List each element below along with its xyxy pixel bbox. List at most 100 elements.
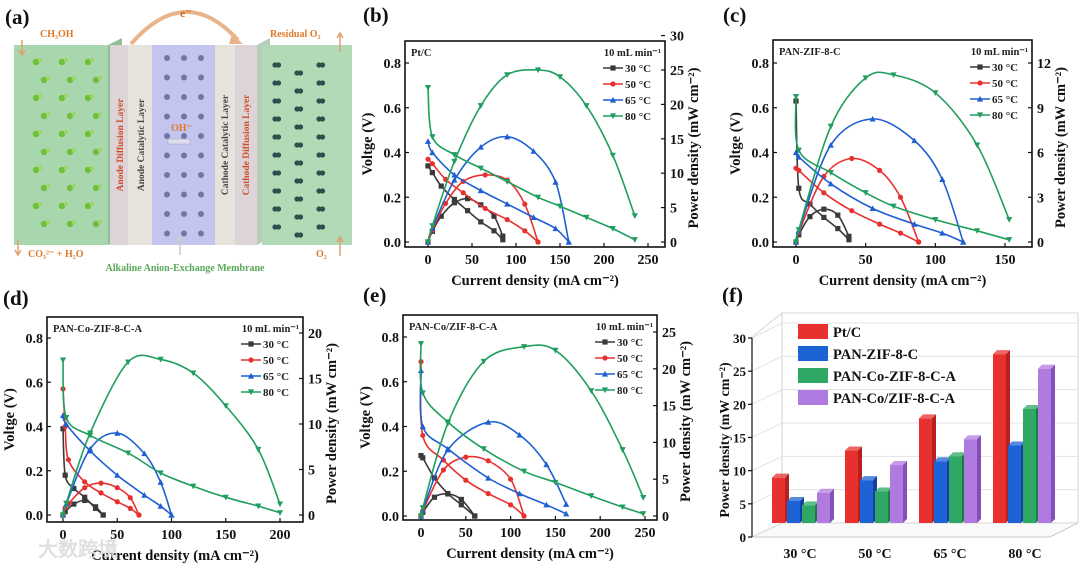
methanol-molecule-icon [92, 148, 100, 156]
y-tick-label: 0 [740, 530, 747, 545]
power-point [520, 344, 528, 350]
power-point [543, 461, 550, 468]
methanol-molecule-icon [58, 94, 66, 102]
y2-tick-label: 10 [662, 436, 676, 451]
y-tick-label: 0.6 [382, 376, 400, 391]
y-tick-label: 0.8 [26, 332, 44, 347]
power-point [890, 72, 897, 79]
flow-rate-label: 10 mL min⁻¹ [971, 47, 1028, 58]
power-point [451, 176, 458, 183]
power-point [862, 75, 869, 82]
products-label: CO₃²⁻ + H₂O [28, 249, 84, 260]
y2-tick-label: 5 [662, 473, 669, 488]
power-point [932, 90, 939, 96]
inlet-arrow-icon [336, 235, 344, 256]
voltage-point [500, 237, 506, 243]
power-point [480, 358, 487, 365]
power-curve [419, 344, 644, 519]
power-point [916, 239, 922, 245]
power-point [869, 115, 876, 122]
power-point [530, 148, 537, 154]
y2-axis-label: Power density (mW cm⁻²) [1053, 67, 1069, 228]
y-tick-label: 0.0 [26, 509, 44, 524]
hydroxide-molecule-icon [181, 211, 187, 217]
voltage-point [631, 237, 638, 243]
voltage-point [82, 494, 88, 500]
methanol-molecule-icon [89, 165, 95, 171]
voltage-curve [794, 96, 1010, 241]
power-point [563, 501, 570, 507]
y2-tick-label: 0 [308, 509, 315, 524]
methanol-molecule-icon [84, 94, 92, 102]
bar [772, 477, 785, 523]
y-axis-label: Voltge (V) [2, 388, 18, 451]
power-point [631, 213, 638, 219]
y-tick-label: 0.4 [752, 147, 770, 162]
oxygen-molecule-icon [275, 98, 282, 104]
voltage-point [463, 477, 469, 483]
voltage-point [556, 203, 564, 210]
bar [787, 500, 800, 523]
power-point [521, 513, 527, 519]
anode-catalytic-layer [128, 45, 152, 245]
voltage-curve [419, 361, 525, 517]
voltage-point [420, 455, 426, 461]
voltage-point [821, 214, 827, 220]
power-point [444, 446, 451, 453]
voltage-point [477, 165, 484, 172]
power-point [444, 420, 451, 427]
legend-swatch [798, 346, 828, 361]
oxygen-molecule-icon [319, 98, 326, 104]
legend-marker-icon [248, 341, 254, 347]
x-tick-label: 50 °C [858, 547, 891, 562]
voltage-point [63, 415, 70, 421]
power-point [846, 233, 852, 239]
power-point [640, 495, 647, 501]
power-point [463, 454, 469, 460]
oxygen-molecule-icon [275, 224, 282, 230]
power-point [609, 152, 616, 159]
x-tick-label: 50 [459, 526, 473, 541]
y2-tick-label: 25 [670, 64, 684, 79]
y-axis-label: Voltge (V) [728, 112, 744, 175]
oxygen-molecule-icon [319, 206, 326, 212]
oxygen-molecule-icon [297, 142, 304, 148]
anode-diffusion-layer [110, 45, 128, 245]
methanol-molecule-icon [32, 58, 40, 66]
plot-frame [46, 316, 304, 523]
power-point [98, 480, 104, 486]
y-tick-label: 0.4 [26, 421, 44, 436]
floor [751, 522, 1079, 538]
power-point [71, 501, 77, 507]
gridline [751, 355, 1078, 372]
oxygen-molecule-icon [275, 80, 282, 86]
gridline [751, 389, 1078, 405]
power-point [157, 479, 164, 485]
x-axis-label: Current density (mA cm⁻²) [446, 546, 614, 562]
x-tick-label: 30 °C [783, 547, 816, 562]
legend-label: 50 °C [617, 353, 643, 365]
voltage-point [530, 214, 537, 220]
power-point [485, 458, 491, 464]
legend-marker-icon [602, 355, 608, 361]
voltage-point [82, 479, 88, 485]
power-point [939, 176, 946, 182]
power-point [440, 467, 446, 473]
sample-label: PAN-ZIF-8-C [779, 47, 841, 58]
cathode-catalytic-layer [215, 45, 235, 245]
power-point [477, 143, 484, 150]
methanol-molecule-icon [32, 94, 40, 102]
oxygen-molecule-icon [297, 124, 304, 130]
x-tick-label: 250 [635, 526, 656, 541]
y-tick-label: 0.4 [384, 147, 402, 162]
x-tick-label: 100 [500, 526, 521, 541]
y-tick-label: 20 [733, 397, 746, 412]
x-tick-label: 100 [161, 528, 182, 543]
voltage-point [619, 504, 626, 511]
voltage-point [792, 149, 800, 156]
panel-e-chart: (e) 0 50 100 150 200 250 0.0 0.2 0.4 0.6 0.8 0 5 10 15 2… [358, 283, 694, 562]
power-point [62, 509, 68, 515]
y-tick-label: 0.4 [382, 421, 400, 436]
bar-top [817, 488, 834, 493]
y-tick-label: 15 [733, 431, 747, 446]
